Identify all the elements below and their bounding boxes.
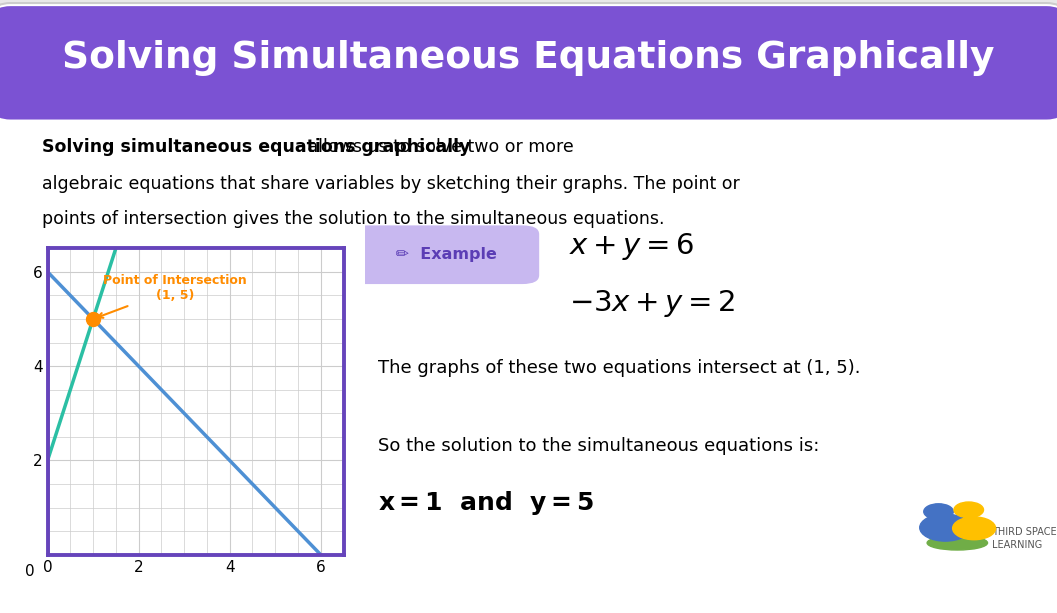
Text: The graphs of these two equations intersect at (1, 5).: The graphs of these two equations inters… xyxy=(378,359,860,376)
FancyBboxPatch shape xyxy=(0,3,1057,613)
Text: allows us to solve two or more: allows us to solve two or more xyxy=(302,138,574,156)
Text: algebraic equations that share variables by sketching their graphs. The point or: algebraic equations that share variables… xyxy=(42,175,740,192)
Ellipse shape xyxy=(927,536,987,550)
Circle shape xyxy=(924,504,953,519)
Text: Solving Simultaneous Equations Graphically: Solving Simultaneous Equations Graphical… xyxy=(62,40,995,76)
Text: Solving simultaneous equations graphically: Solving simultaneous equations graphical… xyxy=(42,138,470,156)
Text: 0: 0 xyxy=(25,564,35,579)
FancyBboxPatch shape xyxy=(348,226,539,284)
Text: So the solution to the simultaneous equations is:: So the solution to the simultaneous equa… xyxy=(378,437,819,455)
FancyBboxPatch shape xyxy=(0,6,1057,120)
Text: ✏  Example: ✏ Example xyxy=(390,247,497,262)
Text: $x + y = 6$: $x + y = 6$ xyxy=(570,231,694,262)
Circle shape xyxy=(920,514,970,541)
Text: points of intersection gives the solution to the simultaneous equations.: points of intersection gives the solutio… xyxy=(42,210,665,227)
Text: $-3x + y = 2$: $-3x + y = 2$ xyxy=(570,288,736,319)
Text: THIRD SPACE
LEARNING: THIRD SPACE LEARNING xyxy=(993,527,1057,550)
Circle shape xyxy=(954,502,983,517)
Text: Point of Intersection
(1, 5): Point of Intersection (1, 5) xyxy=(98,275,247,318)
Bar xyxy=(11,80,1046,110)
Circle shape xyxy=(952,517,996,539)
Text: $\bf{x = 1}$  and  $\bf{y = 5}$: $\bf{x = 1}$ and $\bf{y = 5}$ xyxy=(378,489,594,517)
